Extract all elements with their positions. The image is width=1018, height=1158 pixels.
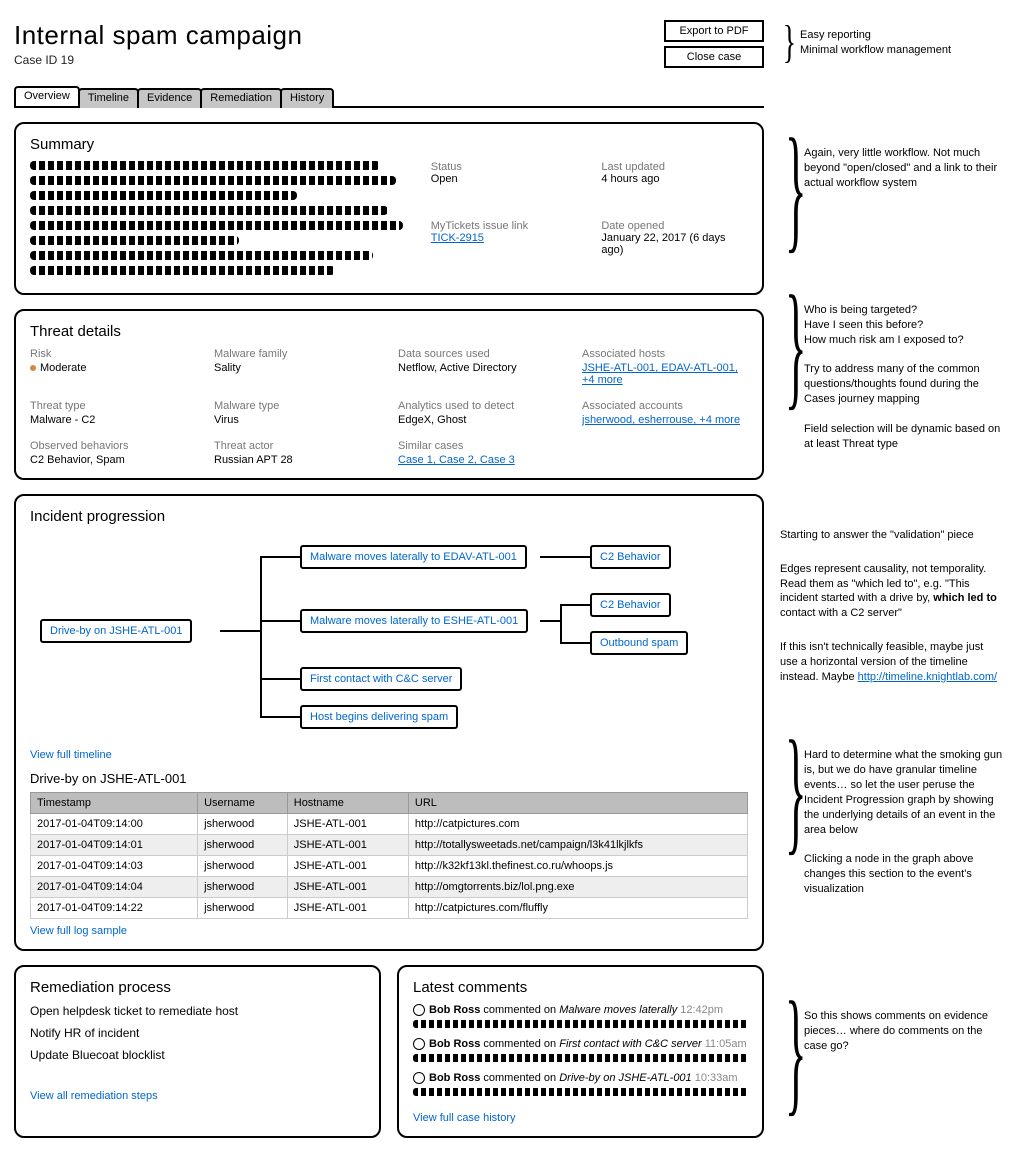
table-row[interactable]: 2017-01-04T09:14:04jsherwoodJSHE-ATL-001… <box>31 877 748 898</box>
family-value: Sality <box>214 362 380 374</box>
behaviors-value: C2 Behavior, Spam <box>30 454 196 466</box>
annotation-brace-icon: } <box>785 744 793 957</box>
ticket-link[interactable]: TICK-2915 <box>431 232 484 244</box>
col-url: URL <box>408 793 747 814</box>
comments-heading: Latest comments <box>413 979 748 996</box>
incident-progression-panel: Incident progression Drive-by on JSHE-AT… <box>14 494 764 951</box>
tab-remediation[interactable]: Remediation <box>200 88 282 108</box>
remediation-item: Open helpdesk ticket to remediate host <box>30 1004 365 1018</box>
sources-label: Data sources used <box>398 348 564 360</box>
ticket-link-label: MyTickets issue link <box>431 220 578 232</box>
annotation-brace-icon: } <box>785 299 793 512</box>
summary-panel: Summary Status Open Last updated 4 hours… <box>14 122 764 295</box>
hosts-link[interactable]: JSHE-ATL-001, EDAV-ATL-001, +4 more <box>582 362 738 386</box>
updated-label: Last updated <box>601 161 748 173</box>
table-row[interactable]: 2017-01-04T09:14:22jsherwoodJSHE-ATL-001… <box>31 898 748 919</box>
accounts-label: Associated accounts <box>582 400 748 412</box>
threat-type-value: Malware - C2 <box>30 414 196 426</box>
log-section-heading: Drive-by on JSHE-ATL-001 <box>30 771 748 786</box>
opened-label: Date opened <box>601 220 748 232</box>
node-eshe[interactable]: Malware moves laterally to ESHE-ATL-001 <box>300 609 528 633</box>
actor-value: Russian APT 28 <box>214 454 380 466</box>
threat-details-panel: Threat details Risk Moderate Malware fam… <box>14 309 764 480</box>
annotation-progression-2: Edges represent causality, not temporali… <box>780 558 1004 621</box>
node-outbound[interactable]: Outbound spam <box>590 631 688 655</box>
annotation-brace-icon: } <box>783 24 791 61</box>
col-timestamp: Timestamp <box>31 793 198 814</box>
node-drive-by[interactable]: Drive-by on JSHE-ATL-001 <box>40 619 192 643</box>
behaviors-label: Observed behaviors <box>30 440 196 452</box>
annotation-logs: Hard to determine what the smoking gun i… <box>804 744 1004 896</box>
comment-item: Bob Ross commented on First contact with… <box>413 1038 748 1062</box>
view-full-log-link[interactable]: View full log sample <box>30 925 127 937</box>
col-hostname: Hostname <box>287 793 408 814</box>
annotation-brace-icon: } <box>785 1005 793 1096</box>
comments-panel: Latest comments Bob Ross commented on Ma… <box>397 965 764 1138</box>
hosts-label: Associated hosts <box>582 348 748 360</box>
annotation-progression-3: If this isn't technically feasible, mayb… <box>780 636 1004 685</box>
remediation-heading: Remediation process <box>30 979 365 996</box>
threat-type-label: Threat type <box>30 400 196 412</box>
summary-body-placeholder <box>30 161 411 281</box>
sources-value: Netflow, Active Directory <box>398 362 564 374</box>
view-remediation-link[interactable]: View all remediation steps <box>30 1090 158 1102</box>
tab-evidence[interactable]: Evidence <box>137 88 202 108</box>
table-row[interactable]: 2017-01-04T09:14:00jsherwoodJSHE-ATL-001… <box>31 814 748 835</box>
similar-cases-link[interactable]: Case 1, Case 2, Case 3 <box>398 454 515 466</box>
status-value: Open <box>431 173 578 185</box>
analytics-value: EdgeX, Ghost <box>398 414 564 426</box>
analytics-label: Analytics used to detect <box>398 400 564 412</box>
node-edav[interactable]: Malware moves laterally to EDAV-ATL-001 <box>300 545 527 569</box>
col-username: Username <box>198 793 288 814</box>
malware-type-label: Malware type <box>214 400 380 412</box>
tab-history[interactable]: History <box>280 88 334 108</box>
actor-label: Threat actor <box>214 440 380 452</box>
malware-type-value: Virus <box>214 414 380 426</box>
annotation-comments: So this shows comments on evidence piece… <box>804 1005 1004 1070</box>
annotation-summary: Again, very little workflow. Not much be… <box>804 142 1004 207</box>
view-case-history-link[interactable]: View full case history <box>413 1112 516 1124</box>
smiley-icon <box>413 1072 425 1084</box>
remediation-item: Notify HR of incident <box>30 1026 365 1040</box>
tab-bar: Overview Timeline Evidence Remediation H… <box>14 86 764 108</box>
progression-heading: Incident progression <box>30 508 748 525</box>
summary-heading: Summary <box>30 136 748 153</box>
risk-dot-icon <box>30 365 36 371</box>
remediation-panel: Remediation process Open helpdesk ticket… <box>14 965 381 1138</box>
annotation-progression-1: Starting to answer the "validation" piec… <box>780 524 1004 543</box>
view-full-timeline-link[interactable]: View full timeline <box>30 749 112 761</box>
timeline-knightlab-link[interactable]: http://timeline.knightlab.com/ <box>858 671 997 683</box>
case-id: Case ID 19 <box>14 53 302 67</box>
comment-item: Bob Ross commented on Drive-by on JSHE-A… <box>413 1072 748 1096</box>
tab-overview[interactable]: Overview <box>14 86 80 106</box>
page-title: Internal spam campaign <box>14 20 302 51</box>
annotation-threat: Who is being targeted? Have I seen this … <box>804 299 1004 451</box>
node-c2a[interactable]: C2 Behavior <box>590 545 671 569</box>
annotation-brace-icon: } <box>785 142 793 233</box>
table-row[interactable]: 2017-01-04T09:14:03jsherwoodJSHE-ATL-001… <box>31 856 748 877</box>
comment-item: Bob Ross commented on Malware moves late… <box>413 1004 748 1028</box>
opened-value: January 22, 2017 (6 days ago) <box>601 232 748 256</box>
smiley-icon <box>413 1004 425 1016</box>
similar-label: Similar cases <box>398 440 564 452</box>
node-c2b[interactable]: C2 Behavior <box>590 593 671 617</box>
table-row[interactable]: 2017-01-04T09:14:01jsherwoodJSHE-ATL-001… <box>31 835 748 856</box>
threat-heading: Threat details <box>30 323 748 340</box>
node-cc[interactable]: First contact with C&C server <box>300 667 462 691</box>
node-spam[interactable]: Host begins delivering spam <box>300 705 458 729</box>
family-label: Malware family <box>214 348 380 360</box>
risk-label: Risk <box>30 348 196 360</box>
export-pdf-button[interactable]: Export to PDF <box>664 20 764 42</box>
smiley-icon <box>413 1038 425 1050</box>
status-label: Status <box>431 161 578 173</box>
updated-value: 4 hours ago <box>601 173 748 185</box>
close-case-button[interactable]: Close case <box>664 46 764 68</box>
accounts-link[interactable]: jsherwood, esherrouse, +4 more <box>582 414 740 426</box>
remediation-item: Update Bluecoat blocklist <box>30 1048 365 1062</box>
risk-value: Moderate <box>40 362 86 374</box>
tab-timeline[interactable]: Timeline <box>78 88 139 108</box>
annotation-header: Easy reporting Minimal workflow manageme… <box>800 24 951 61</box>
log-table: Timestamp Username Hostname URL 2017-01-… <box>30 792 748 919</box>
